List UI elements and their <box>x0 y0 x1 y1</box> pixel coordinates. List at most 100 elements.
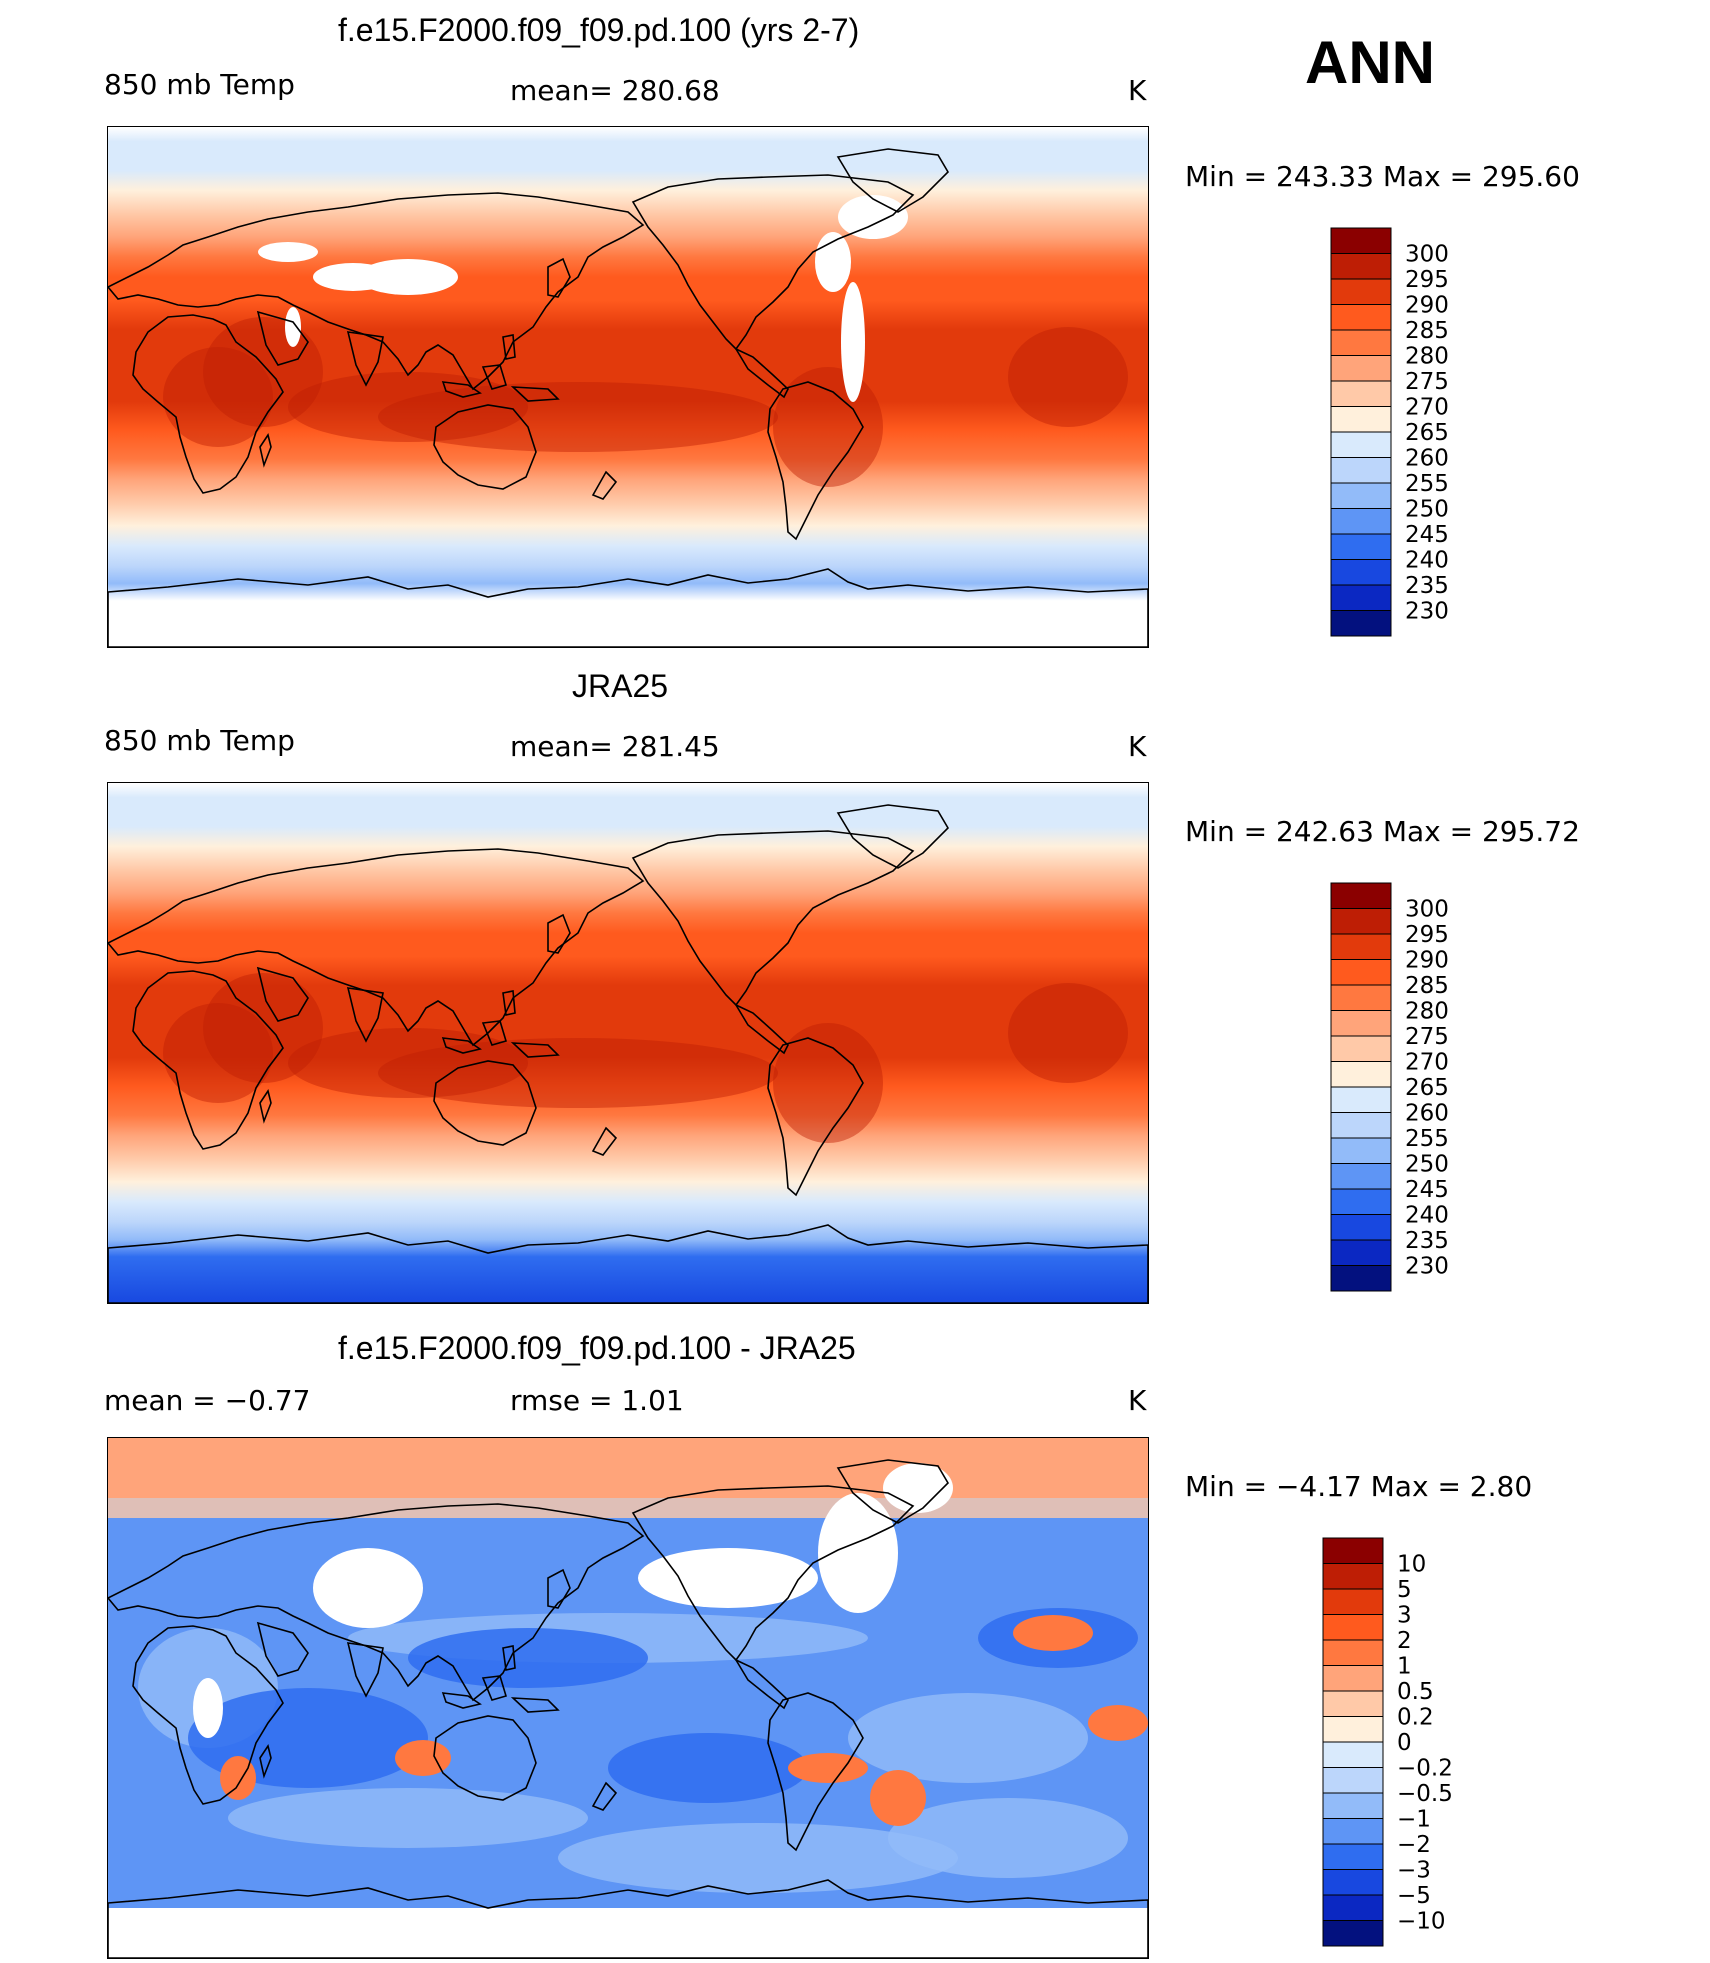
season-label: ANN <box>1305 29 1435 96</box>
colorbar-level-label: 270 <box>1405 395 1449 421</box>
colorbar-level-label: 280 <box>1405 999 1449 1025</box>
colorbar-swatch <box>1330 329 1392 356</box>
coastline <box>441 1692 482 1709</box>
warm-bias-region <box>1013 1615 1093 1651</box>
panel-3-minmax: Min = −4.17 Max = 2.80 <box>1185 1470 1533 1503</box>
panel-2-map <box>107 782 1149 1304</box>
colorbar-level-label: 290 <box>1405 948 1449 974</box>
colorbar-level-label: 5 <box>1397 1577 1412 1603</box>
colorbar-level-label: 255 <box>1405 471 1449 497</box>
colorbar-swatch <box>1330 559 1392 586</box>
panel-3-title: f.e15.F2000.f09_f09.pd.100 - JRA25 <box>338 1330 856 1366</box>
coastline <box>733 1003 789 1055</box>
colorbar-level-label: 10 <box>1397 1552 1426 1578</box>
coastline <box>108 1503 645 1702</box>
colorbar-level-label: 275 <box>1405 1024 1449 1050</box>
colorbar-swatch <box>1330 1163 1392 1190</box>
cold-bias-region <box>408 1628 648 1688</box>
panel-2-minmax: Min = 242.63 Max = 295.72 <box>1185 815 1580 848</box>
coastline <box>591 1126 618 1156</box>
coastline <box>441 381 482 398</box>
coastline <box>510 1697 560 1713</box>
coastline <box>132 970 284 1150</box>
warm-region <box>288 1028 528 1098</box>
coastline <box>481 1020 507 1046</box>
colorbar-level-label: 295 <box>1405 267 1449 293</box>
warm-region <box>773 367 883 487</box>
weak-bias-region <box>888 1798 1128 1878</box>
colorbar-swatch <box>1322 1563 1384 1590</box>
warm-region <box>163 347 273 447</box>
weak-bias-region <box>228 1788 588 1848</box>
panel-1-mean: mean= 280.68 <box>510 74 720 107</box>
colorbar-level-label: −10 <box>1397 1909 1446 1935</box>
panel-3-rmse: rmse = 1.01 <box>510 1384 684 1417</box>
coastline <box>346 987 384 1043</box>
warm-region <box>773 1023 883 1143</box>
colorbar-swatch <box>1330 584 1392 611</box>
panel-2-title: JRA25 <box>572 668 669 704</box>
coastline <box>767 381 864 541</box>
colorbar-level-label: 250 <box>1405 1152 1449 1178</box>
colorbar-level-label: 260 <box>1405 446 1449 472</box>
missing-data-region <box>638 1548 818 1608</box>
colorbar-level-label: 300 <box>1405 242 1449 268</box>
colorbar-swatch <box>1330 355 1392 382</box>
coastline <box>502 990 516 1016</box>
temperature-field <box>108 783 1148 1303</box>
colorbar-level-label: −2 <box>1397 1832 1431 1858</box>
warm-bias-region <box>870 1770 926 1826</box>
warm-region <box>163 1003 273 1103</box>
colorbar-level-label: 2 <box>1397 1628 1412 1654</box>
colorbar-level-label: 240 <box>1405 548 1449 574</box>
coastline <box>547 257 571 298</box>
coastline <box>433 404 537 490</box>
colorbar-swatch <box>1322 1818 1384 1845</box>
warm-region <box>288 372 528 442</box>
missing-data-region <box>841 282 865 402</box>
missing-data-region <box>838 195 908 239</box>
colorbar-level-label: 245 <box>1405 1177 1449 1203</box>
panel-3-colorbar: 10 5 3 2 1 0.5 0.2 0 −0.2 −0.5 −1 −2 −3 −5 −10 <box>1322 1537 1473 1948</box>
warm-bias-region <box>108 1438 1148 1498</box>
colorbar-swatch <box>1330 984 1392 1011</box>
coastline <box>547 1568 571 1609</box>
warm-bias-region <box>395 1740 451 1776</box>
colorbar-level-label: 0 <box>1397 1730 1412 1756</box>
colorbar-swatch <box>1322 1588 1384 1615</box>
colorbar-swatch <box>1330 1086 1392 1113</box>
colorbar-swatch <box>1330 304 1392 331</box>
warm-bias-region <box>788 1753 868 1783</box>
colorbar-swatch <box>1322 1639 1384 1666</box>
coastline <box>502 1645 516 1671</box>
coastline <box>767 1692 864 1852</box>
coastline <box>346 1642 384 1698</box>
missing-data-region <box>285 307 301 347</box>
coastline <box>441 1037 482 1054</box>
panel-1-minmax: Min = 243.33 Max = 295.60 <box>1185 160 1580 193</box>
coastline <box>502 334 516 360</box>
colorbar-swatch <box>1330 380 1392 407</box>
colorbar-swatch <box>1330 610 1392 637</box>
colorbar-swatch <box>1322 1894 1384 1921</box>
coastline <box>631 830 915 1007</box>
colorbar-level-label: 290 <box>1405 293 1449 319</box>
missing-data-region <box>258 242 318 262</box>
colorbar-swatch <box>1330 1112 1392 1139</box>
warm-region <box>378 382 778 452</box>
colorbar-swatch <box>1330 1010 1392 1037</box>
colorbar-level-label: 275 <box>1405 369 1449 395</box>
colorbar-level-label: 3 <box>1397 1603 1412 1629</box>
warm-region <box>203 973 323 1083</box>
colorbar-level-label: −5 <box>1397 1883 1431 1909</box>
warm-bias-region <box>108 1498 1148 1518</box>
colorbar-swatch <box>1322 1869 1384 1896</box>
colorbar-level-label: −0.2 <box>1397 1756 1453 1782</box>
coastline <box>547 913 571 954</box>
coastline <box>510 386 560 402</box>
colorbar-swatch <box>1322 1792 1384 1819</box>
colorbar-swatch <box>1330 278 1392 305</box>
panel-1-title: f.e15.F2000.f09_f09.pd.100 (yrs 2-7) <box>338 12 860 48</box>
colorbar-swatch <box>1322 1614 1384 1641</box>
colorbar-level-label: 245 <box>1405 522 1449 548</box>
